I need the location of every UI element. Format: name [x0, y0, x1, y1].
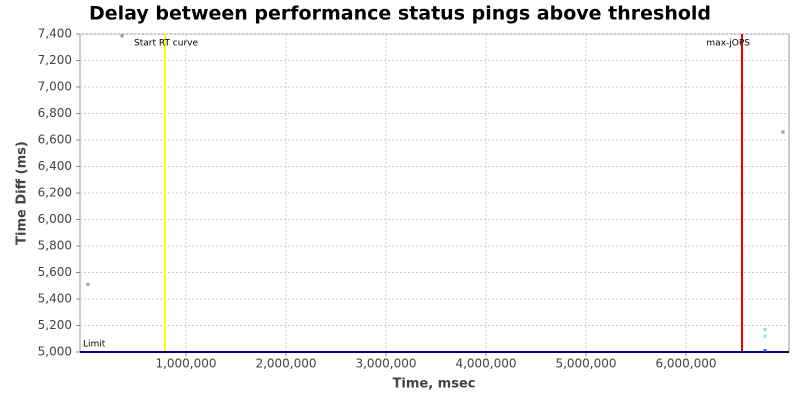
- y-tick-label: 5,600: [38, 265, 72, 279]
- plot-area: [79, 33, 790, 353]
- x-tick-label: 2,000,000: [255, 357, 316, 371]
- point: [86, 282, 90, 286]
- y-tick-label: 5,800: [38, 239, 72, 253]
- y-tick-label: 5,200: [38, 318, 72, 332]
- y-tick-label: 5,000: [38, 345, 72, 359]
- marker-label: max-jOPS: [706, 39, 750, 49]
- point: [763, 327, 767, 331]
- marker-label: Start RT curve: [134, 39, 198, 49]
- limit-label: Limit: [83, 340, 106, 350]
- y-tick-label: 7,000: [38, 80, 72, 94]
- x-tick-label: 4,000,000: [455, 357, 516, 371]
- y-tick-label: 6,600: [38, 133, 72, 147]
- x-axis-title: Time, msec: [393, 377, 476, 392]
- x-tick-label: 3,000,000: [355, 357, 416, 371]
- y-tick-label: 7,400: [38, 27, 72, 41]
- x-tick-label: 1,000,000: [155, 357, 216, 371]
- y-tick-label: 7,200: [38, 53, 72, 67]
- point: [781, 130, 785, 134]
- y-tick-label: 5,400: [38, 292, 72, 306]
- point: [120, 34, 124, 38]
- point: [763, 349, 767, 353]
- x-tick-label: 6,000,000: [655, 357, 716, 371]
- y-tick-label: 6,200: [38, 186, 72, 200]
- y-tick-label: 6,800: [38, 106, 72, 120]
- x-tick-label: 5,000,000: [555, 357, 616, 371]
- y-axis-title: Time Diff (ms): [15, 141, 30, 245]
- y-tick-label: 6,000: [38, 212, 72, 226]
- y-tick-label: 6,400: [38, 159, 72, 173]
- chart-title: Delay between performance status pings a…: [89, 3, 711, 25]
- point: [763, 334, 767, 338]
